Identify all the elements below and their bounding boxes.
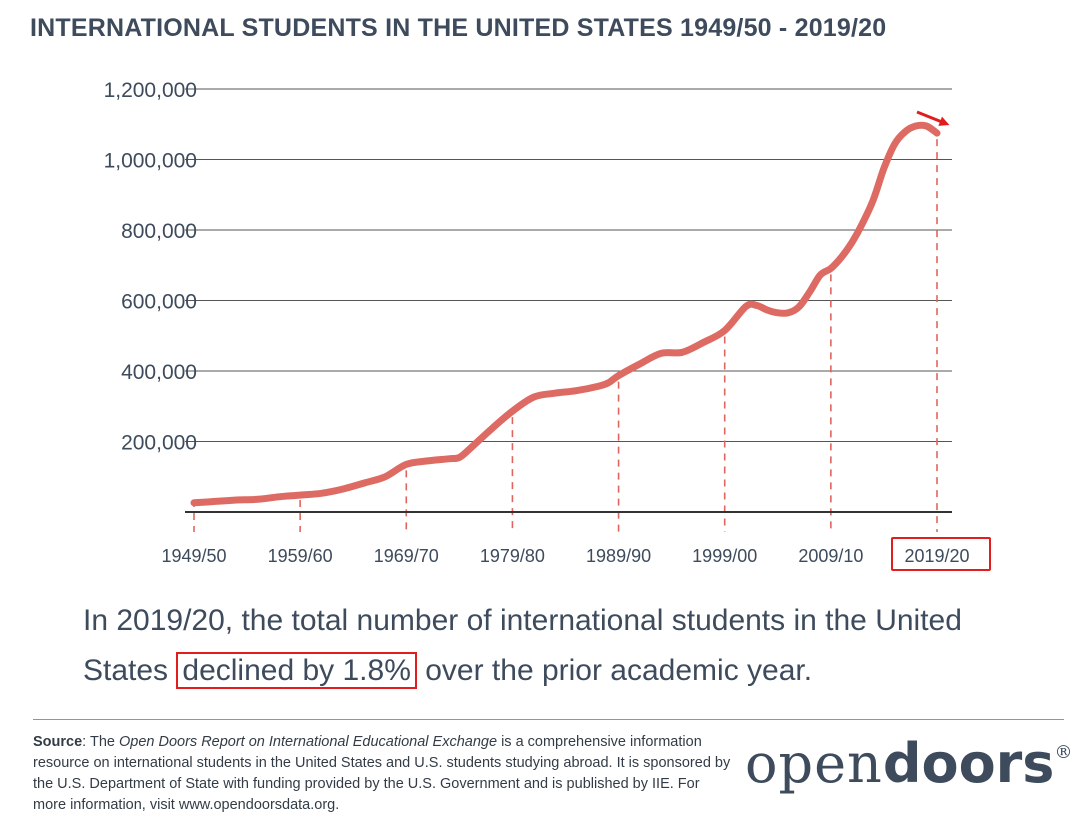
y-tick-label: 600,000 [121,291,197,314]
source-text: : The [82,734,119,750]
registered-mark: ® [1054,742,1074,763]
caption-highlight: declined by 1.8% [176,652,417,689]
source-text-end: is a comprehensive information resource … [33,734,731,813]
x-tick-label: 1969/70 [374,546,439,566]
opendoors-logo: opendoors® [745,732,1073,795]
x-axis-ticks: 1949/50 1959/60 1969/70 1979/80 1989/90 1999/… [161,546,969,566]
y-tick-label: 200,000 [121,432,197,455]
x-tick-label: 1979/80 [480,546,545,566]
gridlines [185,88,952,442]
trend-arrow-icon [916,110,950,126]
series-line [190,121,941,507]
x-tick-label: 1999/00 [692,546,757,566]
y-tick-label: 1,200,000 [104,79,197,102]
y-tick-label: 800,000 [121,220,197,243]
caption-text: In 2019/20, the total number of internat… [83,604,962,687]
divider [33,719,1064,720]
x-tick-label: 1949/50 [161,546,226,566]
x-tick-label: 2019/20 [904,546,969,566]
y-tick-label: 400,000 [121,361,197,384]
source-label: Source [33,734,83,750]
highlight-box [891,537,991,571]
caption-text-end: over the prior academic year. [416,654,813,687]
caption: In 2019/20, the total number of internat… [83,596,1003,696]
x-tick-label: 1959/60 [268,546,333,566]
line-chart: 200,000 400,000 600,000 800,000 1,000,000 1,2… [104,79,991,571]
x-guide-lines [193,139,938,532]
x-tick-label: 1989/90 [586,546,651,566]
x-tick-label: 2009/10 [798,546,863,566]
y-tick-label: 1,000,000 [104,150,197,173]
y-axis-ticks: 200,000 400,000 600,000 800,000 1,000,000 1,2… [104,79,197,455]
logo-part-open: open [745,732,883,795]
logo-part-doors: doors [882,732,1055,795]
report-name: Open Doors Report on International Educa… [118,734,498,750]
source-note: Source: The Open Doors Report on Interna… [33,732,733,816]
chart-title: INTERNATIONAL STUDENTS IN THE UNITED STA… [30,14,887,42]
